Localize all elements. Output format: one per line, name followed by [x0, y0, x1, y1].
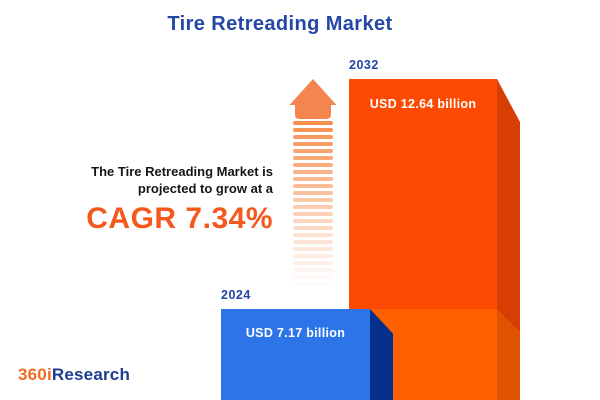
growth-arrow-stripe — [293, 246, 333, 252]
growth-arrow-stripe — [293, 282, 333, 286]
cagr-value: CAGR 7.34% — [86, 202, 273, 235]
growth-arrow-stripe — [293, 204, 333, 210]
bar-label-2032: 2032 — [349, 58, 379, 72]
growth-arrow-stripe — [293, 232, 333, 238]
bar-label-2024: 2024 — [221, 288, 251, 302]
growth-arrow-stripe — [293, 162, 333, 168]
growth-arrow-head-shape — [289, 79, 337, 119]
growth-arrow-stripe — [293, 176, 333, 182]
growth-arrow-stripe — [293, 274, 333, 280]
growth-arrow-icon — [289, 79, 337, 289]
growth-statement: The Tire Retreading Market is projected … — [86, 163, 273, 236]
growth-arrow-stripe — [293, 155, 333, 161]
growth-arrow-stripe — [293, 211, 333, 217]
growth-arrow-stripe — [293, 225, 333, 231]
page-title: Tire Retreading Market — [167, 13, 393, 35]
brand-logo: 360iResearch — [18, 365, 130, 385]
bar-2024-value: USD 7.17 billion — [245, 326, 346, 340]
growth-arrow-stripe — [293, 169, 333, 175]
statement-line-1: The Tire Retreading Market is — [91, 164, 273, 179]
growth-arrow-stripe — [293, 267, 333, 273]
bar-2032-value: USD 12.64 billion — [369, 97, 477, 111]
growth-arrow-stripe — [293, 190, 333, 196]
growth-arrow-stripe — [293, 121, 333, 126]
growth-arrow-stripe — [293, 253, 333, 259]
logo-suffix: Research — [51, 365, 131, 384]
statement-line-2: projected to grow at a — [137, 181, 273, 196]
accent-segment-side — [497, 309, 520, 400]
growth-arrow-stripe — [293, 141, 333, 147]
bar-2024-front — [221, 309, 370, 400]
growth-arrow-head — [289, 79, 337, 119]
growth-arrow-stripe — [293, 148, 333, 154]
logo-prefix: 360i — [18, 365, 52, 384]
growth-arrow-stripe — [293, 218, 333, 224]
bar-2024-side — [370, 309, 393, 400]
growth-arrow-stripe — [293, 239, 333, 245]
growth-arrow-stripe — [293, 134, 333, 140]
growth-arrow-stripes — [293, 121, 333, 286]
growth-arrow-stripe — [293, 127, 333, 133]
growth-arrow-stripe — [293, 183, 333, 189]
growth-arrow-stripe — [293, 197, 333, 203]
growth-arrow-stripe — [293, 260, 333, 266]
